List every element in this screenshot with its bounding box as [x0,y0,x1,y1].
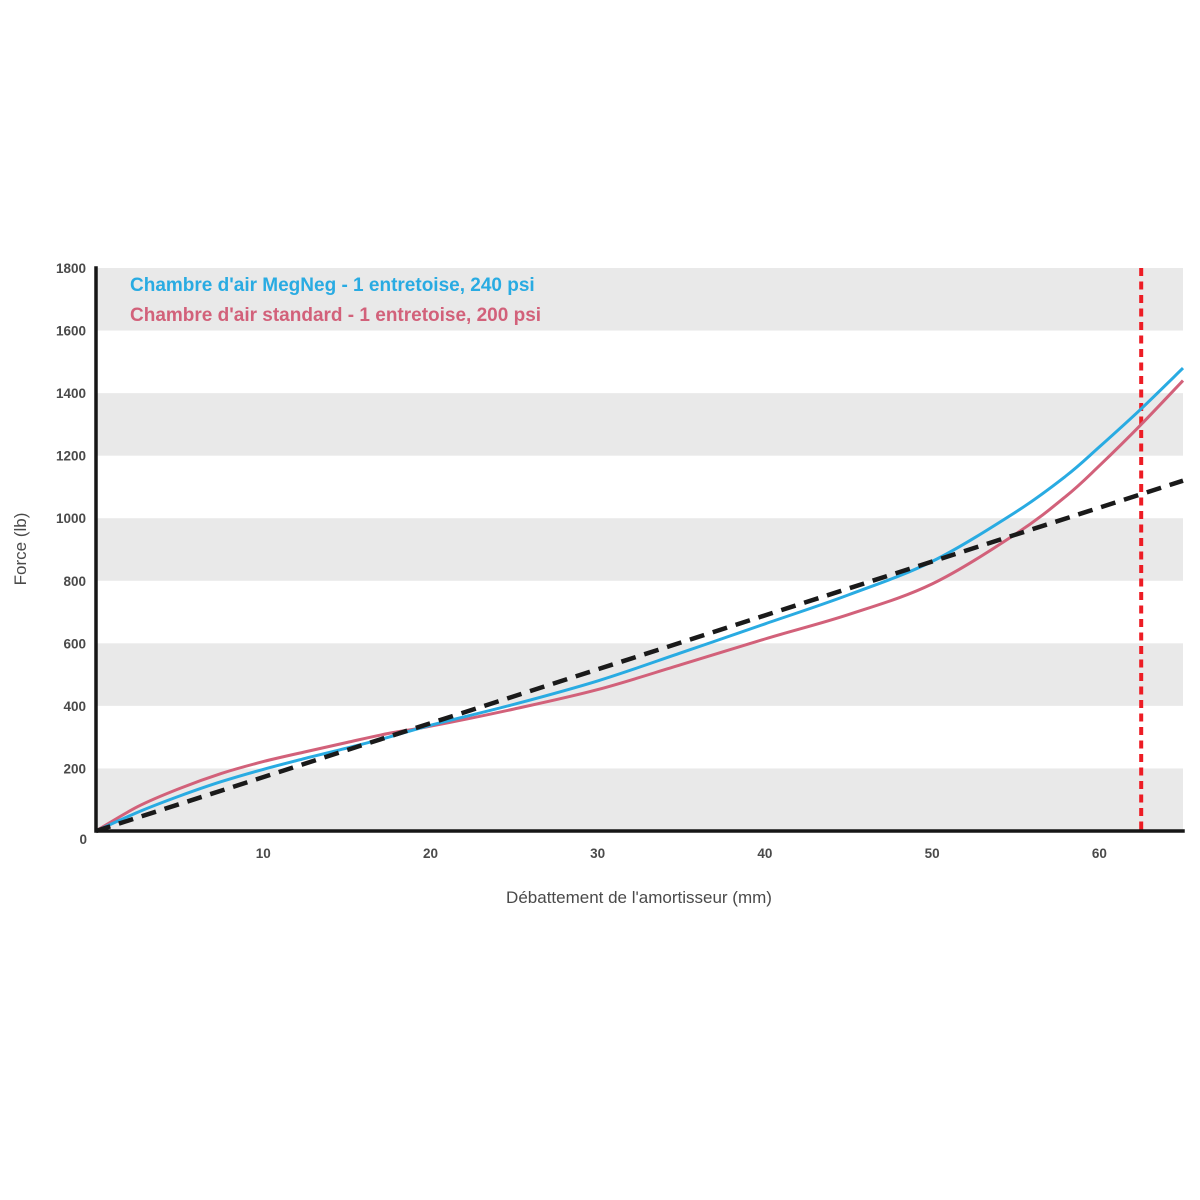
chart-bands [96,268,1183,831]
y-axis-title: Force (lb) [11,513,30,586]
x-tick-label: 10 [256,846,271,861]
legend-item-megneg: Chambre d'air MegNeg - 1 entretoise, 240… [130,275,535,296]
x-tick-label: 20 [423,846,438,861]
series-line-standard [95,379,1185,833]
chart-legend: Chambre d'air MegNeg - 1 entretoise, 240… [130,275,541,326]
background-band [96,393,1183,456]
x-axis-title: Débattement de l'amortisseur (mm) [506,888,772,907]
y-tick-label: 200 [63,761,86,776]
axis-lines [94,266,1185,833]
y-tick-label: 1200 [56,449,86,464]
y-tick-label: 1400 [56,386,86,401]
chart-tick-labels: 200 400 600 800 1000 1200 1400 1600 1800 0 10 20 30 4… [56,261,1107,861]
legend-item-standard: Chambre d'air standard - 1 entretoise, 2… [130,305,541,326]
y-tick-label: 800 [63,574,86,589]
y-tick-label: 1000 [56,511,86,526]
series-line-megneg [95,367,1185,833]
background-band [96,643,1183,706]
x-tick-label: 50 [925,846,940,861]
background-band [96,518,1183,581]
chart-series [95,367,1185,834]
chart-axes [94,266,1185,833]
background-band [96,768,1183,831]
origin-tick-label: 0 [79,832,87,847]
x-tick-label: 60 [1092,846,1107,861]
y-tick-label: 1800 [56,261,86,276]
background-band [96,268,1183,331]
y-tick-label: 600 [63,636,86,651]
y-tick-label: 1600 [56,324,86,339]
x-tick-label: 30 [590,846,605,861]
x-tick-label: 40 [757,846,772,861]
y-tick-label: 400 [63,699,86,714]
